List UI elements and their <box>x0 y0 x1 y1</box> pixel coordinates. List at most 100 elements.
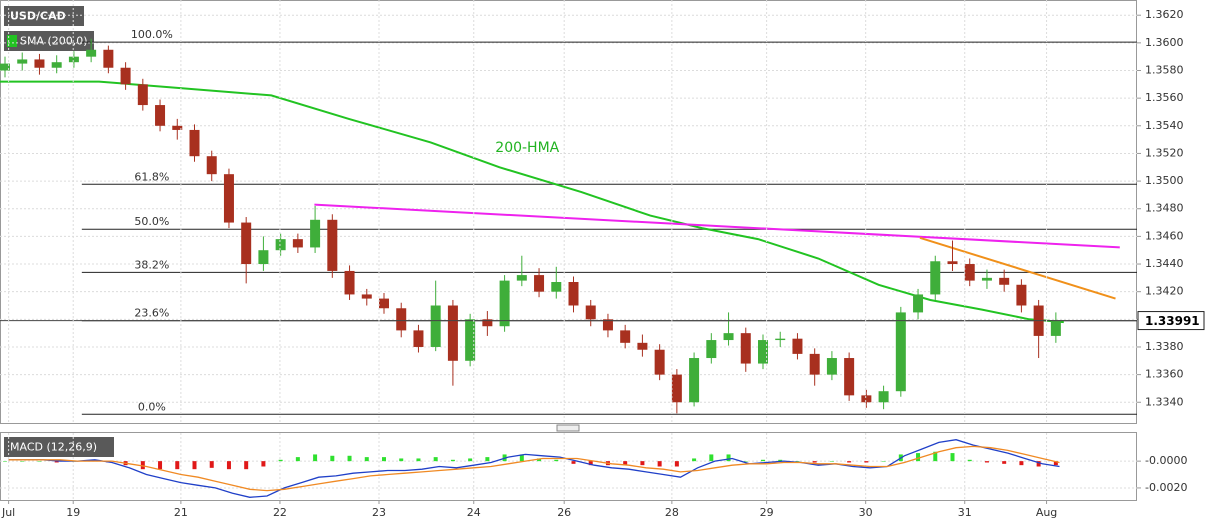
trend-line <box>314 203 1120 249</box>
histogram-bar <box>847 461 852 463</box>
histogram-bar <box>278 459 283 462</box>
histogram-bar <box>778 459 783 462</box>
candle-body <box>964 264 975 281</box>
fib-label: 23.6% <box>134 307 169 320</box>
sma-legend-box <box>4 31 94 51</box>
y-tick-label: 1.3500 <box>1145 174 1184 187</box>
y-tick-label: 1.3380 <box>1145 340 1184 353</box>
candle-body <box>361 294 372 299</box>
y-tick-label: 1.3520 <box>1145 146 1184 159</box>
histogram-bar <box>226 461 231 470</box>
candle-body <box>516 275 527 281</box>
candle-body <box>292 239 303 248</box>
macd-line <box>8 439 1060 498</box>
sma-legend-label: SMA (200,0) <box>20 35 88 48</box>
macd-panel <box>0 432 1137 501</box>
histogram-bar <box>313 454 318 462</box>
candle-body <box>155 105 166 126</box>
y-tick-label: 1.3540 <box>1145 119 1184 132</box>
histogram-bar <box>761 459 765 462</box>
fib-label: 50.0% <box>134 215 169 228</box>
histogram-bar <box>3 461 7 462</box>
candle-body <box>68 56 79 63</box>
candle-body <box>1016 284 1027 306</box>
candle-body <box>895 312 906 392</box>
candle-body <box>620 330 631 343</box>
candle-body <box>327 219 338 271</box>
sma-line <box>0 80 1064 324</box>
candle-body <box>602 319 613 331</box>
candle-body <box>758 340 768 364</box>
histogram-bar <box>158 461 163 470</box>
candle-body <box>223 174 234 223</box>
candle-body <box>413 330 424 347</box>
x-tick-label: 24 <box>467 506 481 519</box>
candle-body <box>534 275 545 292</box>
candle-body <box>206 156 217 175</box>
candle-body <box>137 84 148 106</box>
macd-legend-box <box>4 437 114 457</box>
histogram-bar <box>743 461 748 462</box>
candle-body <box>86 49 97 57</box>
y-tick-label: 1.3560 <box>1145 91 1184 104</box>
histogram-bar <box>261 461 266 467</box>
histogram-bar <box>967 459 972 462</box>
y-tick-label: 1.3620 <box>1145 8 1184 21</box>
histogram-bar <box>950 453 955 462</box>
x-tick-label: 19 <box>66 506 80 519</box>
histogram-bar <box>416 458 421 462</box>
price-panel <box>0 0 1137 424</box>
histogram-bar <box>175 461 180 470</box>
candle-body <box>775 338 786 341</box>
candle-body <box>585 305 596 320</box>
y-tick-label: 1.3420 <box>1145 285 1184 298</box>
x-tick-label: 26 <box>557 506 571 519</box>
candle-body <box>17 59 28 64</box>
sma-legend-swatch <box>7 35 17 47</box>
candle-body <box>0 63 10 71</box>
y-tick-label: 1.3440 <box>1145 257 1184 270</box>
candle-body <box>241 222 252 265</box>
candle-body <box>740 333 751 364</box>
panel-splitter[interactable] <box>556 424 580 432</box>
candle-body <box>51 62 62 68</box>
candle-body <box>878 391 889 403</box>
macd-legend-label: MACD (12,26,9) <box>10 441 97 454</box>
x-tick-label: 22 <box>273 506 287 519</box>
histogram-bar <box>519 454 524 462</box>
y-tick-label: 1.3340 <box>1145 395 1184 408</box>
candle-body <box>637 342 648 350</box>
histogram-bar <box>330 455 335 462</box>
histogram-bar <box>20 461 25 462</box>
macd-line <box>8 445 1060 492</box>
candle-body <box>551 282 562 292</box>
histogram-bar <box>54 461 59 463</box>
y-tick-label: 1.3600 <box>1145 36 1184 49</box>
histogram-bar <box>192 461 197 470</box>
histogram-bar <box>657 461 662 467</box>
histogram-bar <box>295 457 300 462</box>
candle-body <box>34 59 45 68</box>
histogram-bar <box>1002 461 1007 464</box>
candle-body <box>981 277 992 281</box>
x-tick-label: Aug <box>1036 506 1057 519</box>
candle-body <box>396 308 407 331</box>
candle-body <box>706 340 717 359</box>
x-tick-label: 21 <box>174 506 188 519</box>
histogram-bar <box>382 457 386 462</box>
histogram-bar <box>795 461 800 462</box>
histogram-bar <box>140 461 145 470</box>
candle-body <box>258 250 269 265</box>
histogram-bar <box>537 458 542 462</box>
histogram-bar <box>881 461 886 462</box>
candle-body <box>275 239 286 251</box>
candle-body <box>482 319 493 327</box>
candle-body <box>310 219 321 248</box>
candle-body <box>792 338 803 354</box>
x-tick-label: 23 <box>372 506 386 519</box>
y-tick-label: -0.0020 <box>1145 481 1187 494</box>
candle-body <box>930 261 941 295</box>
histogram-bar <box>726 454 731 462</box>
histogram-bar <box>485 457 490 462</box>
